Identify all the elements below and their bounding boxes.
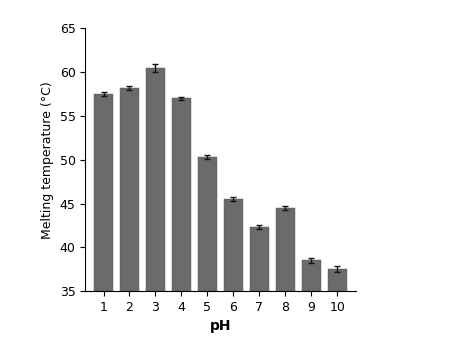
Bar: [224, 199, 243, 291]
Bar: [172, 98, 191, 291]
Bar: [94, 94, 113, 291]
Bar: [328, 269, 347, 291]
Bar: [198, 157, 217, 291]
Bar: [275, 208, 295, 291]
Bar: [250, 227, 269, 291]
Bar: [146, 68, 165, 291]
X-axis label: pH: pH: [210, 320, 231, 333]
Y-axis label: Melting temperature (°C): Melting temperature (°C): [41, 81, 54, 239]
Bar: [301, 261, 321, 291]
Bar: [120, 88, 139, 291]
